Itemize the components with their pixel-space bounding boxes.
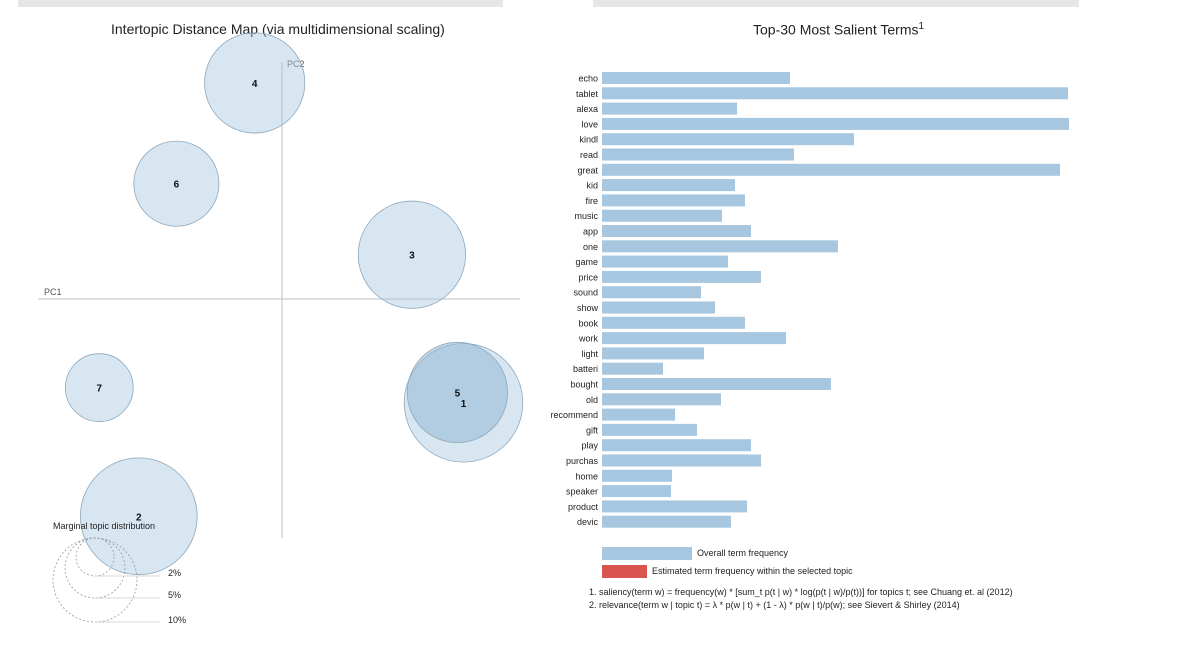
term-bar-batteri[interactable]	[602, 362, 663, 375]
term-label-one[interactable]: one	[583, 242, 598, 252]
pc1-axis-label: PC1	[44, 287, 62, 297]
topic-label-4[interactable]: 4	[252, 79, 258, 90]
term-bar-home[interactable]	[602, 469, 672, 482]
term-label-tablet[interactable]: tablet	[576, 89, 599, 99]
topic-circle-2[interactable]	[79, 457, 198, 576]
term-bar-light[interactable]	[602, 347, 704, 360]
term-bar-bought[interactable]	[602, 378, 831, 390]
term-label-echo[interactable]: echo	[578, 74, 598, 84]
term-bar-music[interactable]	[602, 209, 722, 222]
term-label-book[interactable]: book	[578, 318, 598, 328]
legend-overall-swatch	[602, 547, 692, 560]
marginal-topic-distribution: Marginal topic distribution 2% 5% 10%	[52, 521, 186, 625]
salient-terms-title-text: Top-30 Most Salient Terms	[753, 21, 919, 38]
term-bar-product[interactable]	[602, 500, 747, 513]
term-label-home[interactable]: home	[575, 471, 598, 481]
pc2-axis-label: PC2	[287, 59, 305, 69]
term-label-old[interactable]: old	[586, 395, 598, 405]
term-label-play[interactable]: play	[581, 441, 598, 451]
term-bar-work[interactable]	[602, 332, 786, 345]
term-label-game[interactable]: game	[575, 257, 598, 267]
term-label-speaker[interactable]: speaker	[566, 487, 598, 497]
footnote-relevance: 2. relevance(term w | topic t) = λ * p(w…	[589, 600, 960, 610]
topic-label-3[interactable]: 3	[409, 251, 415, 262]
term-label-work[interactable]: work	[578, 334, 599, 344]
term-bar-sound[interactable]	[602, 286, 701, 299]
topic-circle-7[interactable]	[64, 353, 134, 422]
right-panel-topbar	[593, 0, 1079, 7]
legend-estimated-swatch	[602, 565, 647, 578]
term-bar-kid[interactable]	[602, 179, 735, 192]
term-bar-book[interactable]	[602, 316, 745, 329]
term-bar-old[interactable]	[602, 393, 721, 406]
term-label-show[interactable]: show	[577, 303, 599, 313]
topic-label-7[interactable]: 7	[97, 384, 103, 395]
salient-terms-title: Top-30 Most Salient Terms1	[753, 21, 924, 38]
term-label-fire[interactable]: fire	[585, 196, 598, 206]
topic-label-1[interactable]: 1	[461, 399, 467, 410]
term-label-sound[interactable]: sound	[573, 288, 598, 298]
salient-terms-bars: echo tablet alexa love kindl read great kid fire…	[550, 72, 1069, 528]
term-bar-recommend[interactable]	[602, 408, 675, 421]
term-label-gift[interactable]: gift	[586, 425, 599, 435]
term-label-light[interactable]: light	[581, 349, 598, 359]
marginal-label-5pct: 5%	[168, 590, 181, 600]
term-label-bought[interactable]: bought	[570, 380, 598, 390]
intertopic-map: PC1 PC2 1 2 3 4 5 6 7	[38, 32, 524, 576]
topic-label-2[interactable]: 2	[136, 512, 142, 523]
term-bar-play[interactable]	[602, 439, 751, 452]
salient-terms-title-footnote-mark: 1	[918, 21, 925, 32]
marginal-distribution-title: Marginal topic distribution	[53, 521, 155, 531]
left-panel-topbar	[18, 0, 503, 7]
topic-circle-6[interactable]	[133, 140, 220, 227]
term-bar-alexa[interactable]	[602, 102, 737, 115]
legend-estimated-label: Estimated term frequency within the sele…	[652, 566, 853, 576]
term-label-alexa[interactable]: alexa	[576, 104, 598, 114]
term-label-batteri[interactable]: batteri	[573, 364, 598, 374]
term-label-kid[interactable]: kid	[586, 181, 598, 191]
topic-circles: 1 2 3 4 5 6 7	[64, 32, 524, 576]
term-bar-game[interactable]	[602, 255, 728, 268]
term-label-great[interactable]: great	[577, 165, 598, 175]
term-bar-speaker[interactable]	[602, 485, 671, 498]
topic-circle-5[interactable]	[406, 341, 508, 444]
term-label-app[interactable]: app	[583, 227, 598, 237]
term-bar-show[interactable]	[602, 301, 715, 314]
term-label-recommend[interactable]: recommend	[550, 410, 598, 420]
term-label-love[interactable]: love	[581, 119, 598, 129]
term-label-price[interactable]: price	[578, 272, 598, 282]
topic-circle-4[interactable]	[204, 32, 306, 134]
term-bar-purchas[interactable]	[602, 454, 761, 467]
term-label-music[interactable]: music	[574, 211, 598, 221]
term-bar-great[interactable]	[602, 163, 1060, 176]
topic-label-5[interactable]: 5	[455, 388, 461, 399]
topic-circle-3[interactable]	[357, 200, 466, 309]
term-bar-love[interactable]	[602, 117, 1069, 130]
term-bar-app[interactable]	[602, 225, 751, 237]
intertopic-map-title: Intertopic Distance Map (via multidimens…	[111, 21, 445, 37]
term-bar-devic[interactable]	[602, 515, 731, 528]
legend-overall-label: Overall term frequency	[697, 548, 789, 558]
term-label-read[interactable]: read	[580, 150, 598, 160]
topic-label-6[interactable]: 6	[174, 180, 180, 191]
term-bar-one[interactable]	[602, 240, 838, 253]
term-label-devic[interactable]: devic	[577, 517, 599, 527]
term-bar-gift[interactable]	[602, 423, 697, 436]
term-label-purchas[interactable]: purchas	[566, 456, 599, 466]
term-bar-tablet[interactable]	[602, 87, 1068, 100]
term-bar-echo[interactable]	[602, 72, 790, 84]
term-bar-price[interactable]	[602, 270, 761, 283]
term-label-product[interactable]: product	[568, 502, 599, 512]
term-bar-kindl[interactable]	[602, 133, 854, 146]
marginal-label-10pct: 10%	[168, 615, 186, 625]
footnote-saliency: 1. saliency(term w) = frequency(w) * [su…	[589, 587, 1013, 597]
term-bar-fire[interactable]	[602, 194, 745, 207]
term-bar-read[interactable]	[602, 148, 794, 161]
marginal-label-2pct: 2%	[168, 568, 181, 578]
terms-legend: Overall term frequency Estimated term fr…	[589, 547, 1013, 610]
term-label-kindl[interactable]: kindl	[579, 135, 598, 145]
